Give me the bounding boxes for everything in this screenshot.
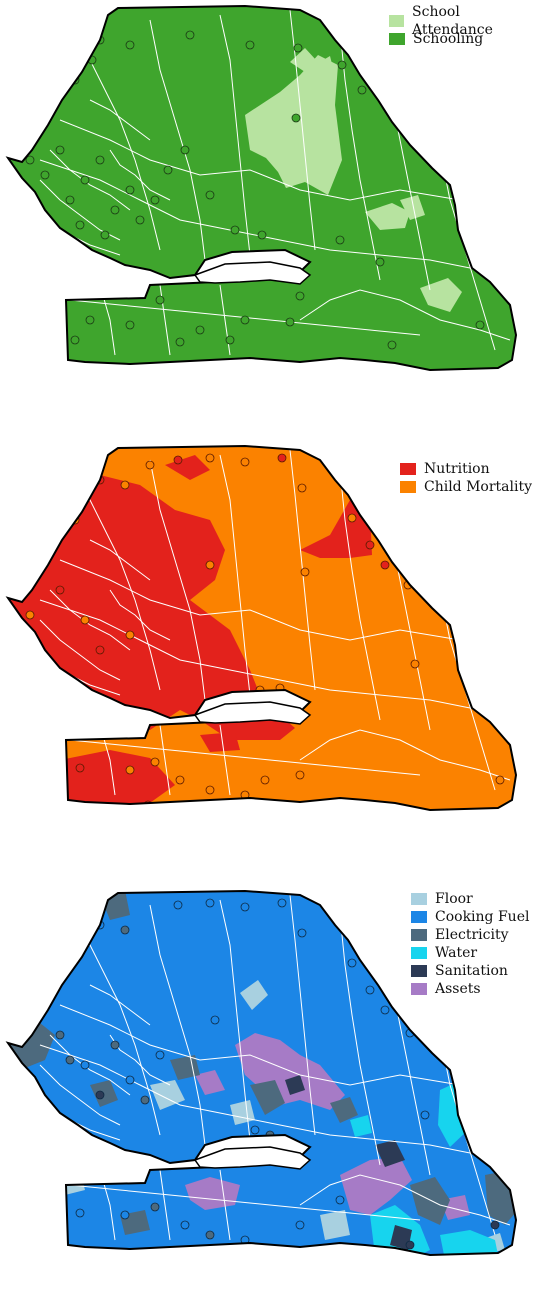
country-outline	[5, 889, 518, 1257]
district-borders	[39, 894, 516, 1241]
legend-item: Child Mortality	[400, 478, 532, 496]
region-water	[350, 1115, 372, 1137]
legend-swatch	[389, 15, 405, 27]
legend-swatch	[411, 929, 427, 941]
legend-label: School Attendance	[412, 4, 493, 38]
legend-swatch	[411, 965, 427, 977]
district-borders	[39, 9, 516, 356]
map-panel-health: Nutrition Child Mortality	[0, 440, 537, 860]
region-school-attendance	[365, 203, 410, 230]
country-outline	[5, 4, 518, 372]
map-panel-schooling: School Attendance Schooling	[0, 0, 537, 420]
region-school-attendance	[245, 55, 342, 195]
senegal-map-health	[5, 444, 518, 812]
legend-item: Schooling	[389, 30, 537, 48]
region-nutrition	[200, 732, 240, 752]
legend-label: Water	[435, 945, 478, 961]
region-electricity	[170, 1055, 200, 1080]
region-school-attendance	[320, 56, 334, 74]
legend-label: Child Mortality	[424, 479, 533, 495]
legend-item: School Attendance	[389, 4, 537, 38]
legend-label: Nutrition	[424, 461, 490, 477]
region-assets	[340, 1157, 412, 1215]
region-assets	[185, 1177, 240, 1210]
region-floor	[150, 1080, 185, 1110]
legend-item: Assets	[411, 980, 529, 998]
district-borders	[39, 449, 516, 796]
region-nutrition	[8, 475, 295, 740]
legend-item: Water	[411, 944, 529, 962]
river-gap	[193, 261, 312, 285]
legend-item: Electricity	[411, 926, 529, 944]
region-water	[440, 1230, 500, 1255]
region-electricity	[330, 1097, 358, 1123]
legend-swatch	[400, 463, 416, 475]
legend: School Attendance Schooling	[389, 4, 537, 48]
river-gap	[193, 701, 312, 725]
legend-swatch	[411, 983, 427, 995]
region-electricity	[250, 1080, 285, 1115]
legend-label: Assets	[435, 981, 481, 997]
legend-item: Cooking Fuel	[411, 908, 529, 926]
legend: Floor Cooking Fuel Electricity Water San…	[411, 890, 529, 998]
senegal-map-schooling	[5, 4, 518, 372]
legend: Nutrition Child Mortality	[400, 460, 532, 496]
map-panel-living-standards: Floor Cooking Fuel Electricity Water San…	[0, 885, 537, 1305]
region-sanitation	[285, 1075, 305, 1095]
legend-label: Schooling	[413, 31, 484, 47]
legend-swatch	[411, 893, 427, 905]
legend-swatch	[411, 911, 427, 923]
legend-label: Cooking Fuel	[435, 909, 530, 925]
legend-label: Sanitation	[435, 963, 508, 979]
legend-swatch	[389, 33, 405, 45]
legend-label: Floor	[435, 891, 473, 907]
country-outline	[5, 444, 518, 812]
region-electricity	[410, 1177, 450, 1225]
legend-item: Floor	[411, 890, 529, 908]
legend-label: Electricity	[435, 927, 509, 943]
legend-swatch	[400, 481, 416, 493]
legend-item: Nutrition	[400, 460, 532, 478]
senegal-map-living-standards	[5, 889, 518, 1257]
region-assets	[195, 1070, 225, 1095]
region-sanitation	[375, 1140, 405, 1167]
river-gap	[193, 1146, 312, 1170]
region-floor	[240, 980, 268, 1010]
region-school-attendance	[400, 195, 425, 220]
legend-item: Sanitation	[411, 962, 529, 980]
region-school-attendance	[420, 278, 462, 312]
region-floor	[320, 1210, 350, 1240]
legend-swatch	[411, 947, 427, 959]
